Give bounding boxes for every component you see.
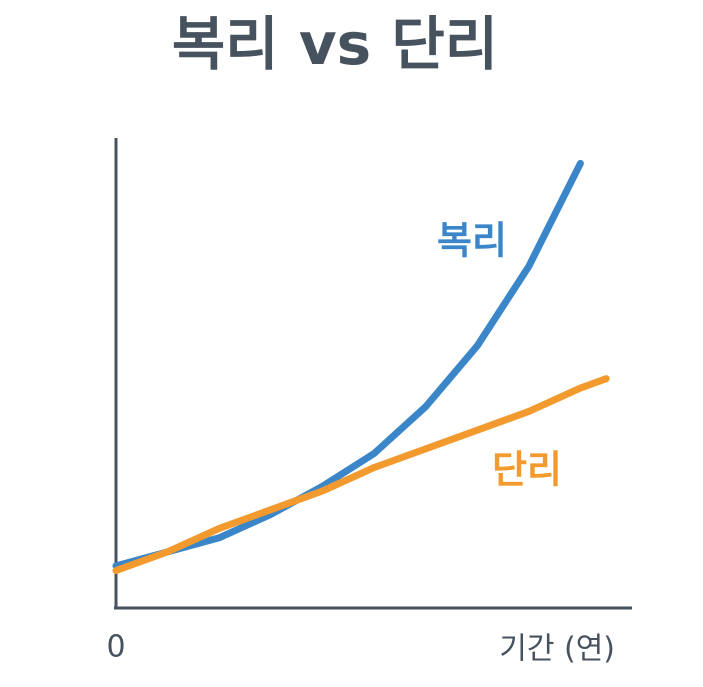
series-label: 복리 (437, 219, 507, 263)
series-line (112, 375, 610, 575)
series-label: 단리 (492, 448, 562, 492)
x-tick-label: 0 (106, 630, 125, 665)
chart-title: 복리 vs 단리 (172, 10, 498, 78)
series-line (112, 159, 584, 570)
x-axis-label: 기간 (연) (499, 632, 615, 667)
